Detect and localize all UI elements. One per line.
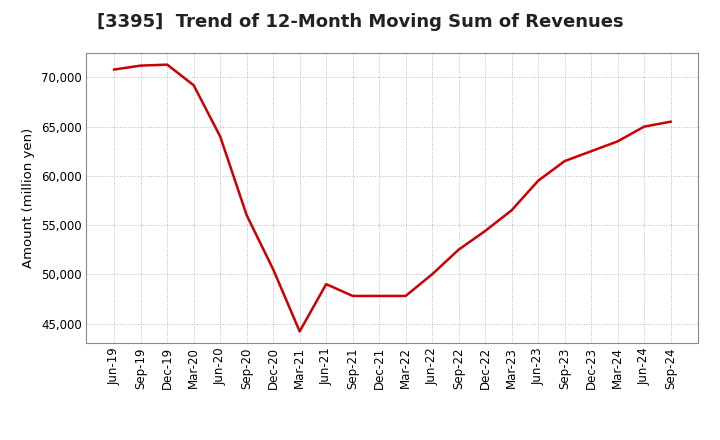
Y-axis label: Amount (million yen): Amount (million yen) [22, 128, 35, 268]
Text: [3395]  Trend of 12-Month Moving Sum of Revenues: [3395] Trend of 12-Month Moving Sum of R… [96, 13, 624, 31]
